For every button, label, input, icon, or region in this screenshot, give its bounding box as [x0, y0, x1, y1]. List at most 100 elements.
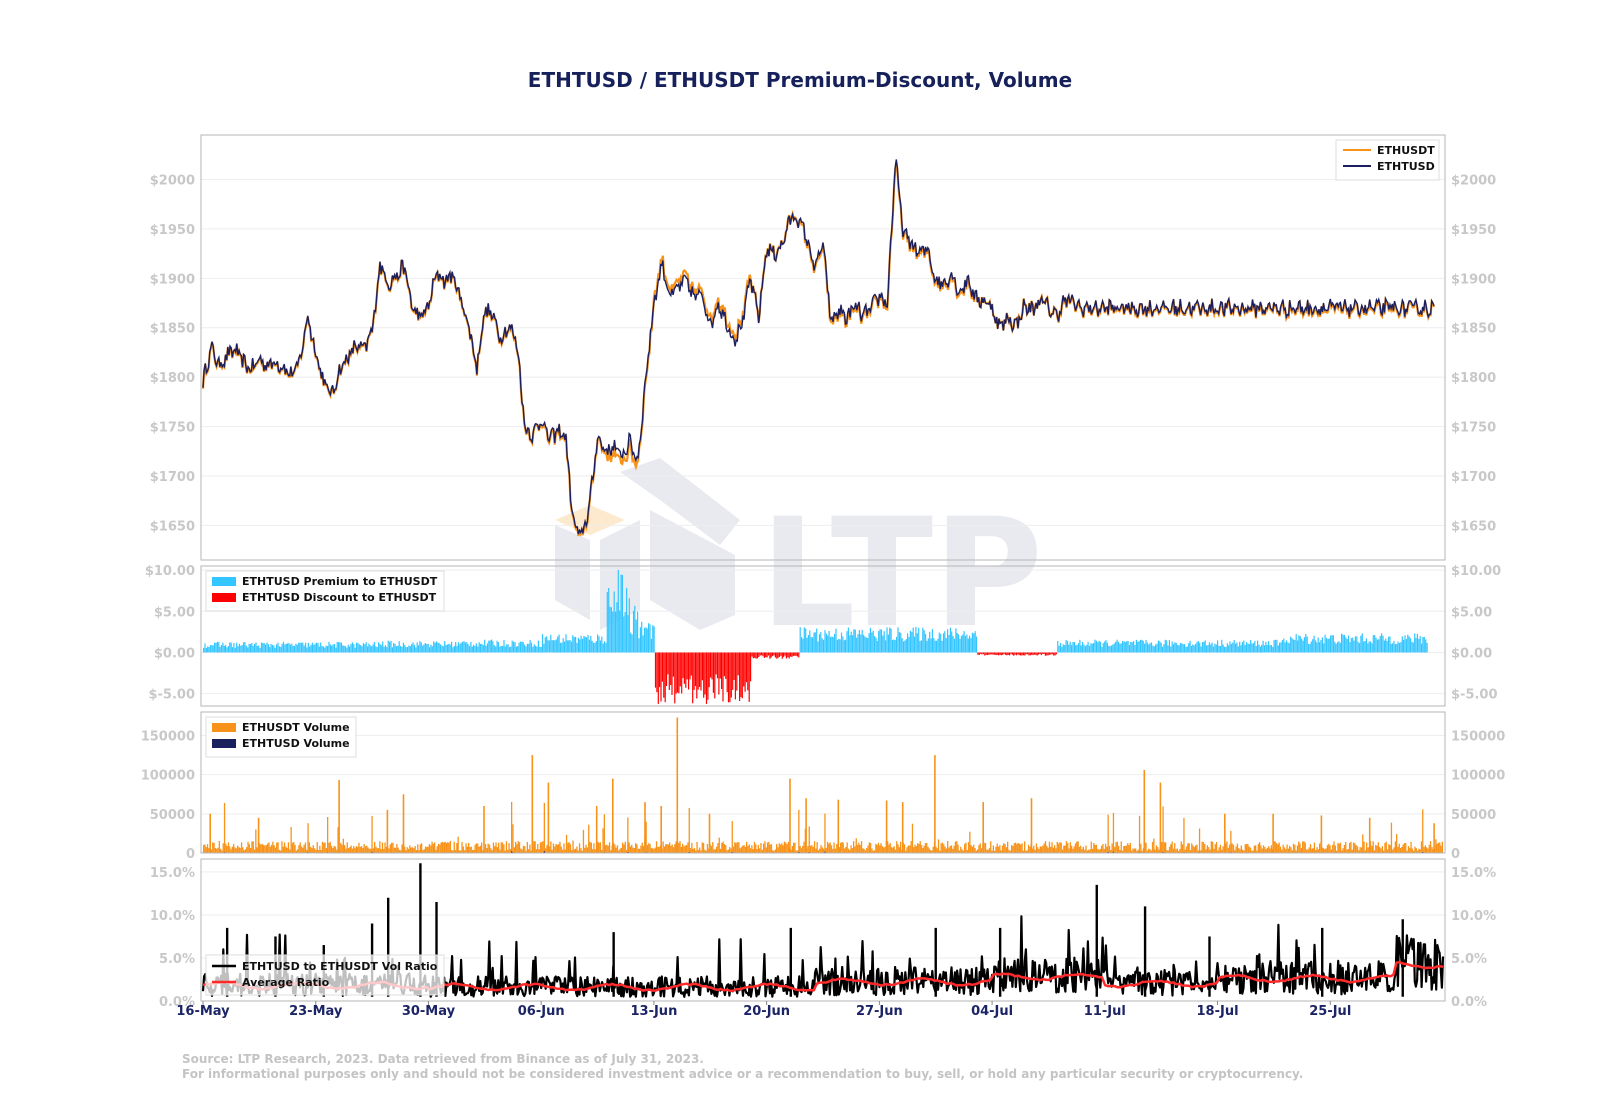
premium-bar [340, 642, 342, 653]
premium-bar [1219, 646, 1221, 653]
volume-bar-ethusdt [1321, 847, 1323, 853]
premium-bar [1175, 642, 1177, 653]
premium-bar [926, 640, 928, 653]
premium-bar [908, 637, 910, 653]
volume-bar-ethusdt [705, 850, 707, 853]
volume-bar-ethusdt [473, 849, 475, 853]
discount-bar [1055, 652, 1057, 655]
premium-bar [236, 642, 238, 653]
premium-bar [470, 641, 472, 653]
discount-bar [730, 652, 732, 698]
volume-bar-ethusdt [1341, 850, 1343, 853]
premium-bar [619, 610, 621, 653]
premium-bar [419, 641, 421, 653]
volume-bar-ethusdt [1195, 845, 1197, 853]
volume-bar-ethusdt [909, 845, 911, 853]
volume-bar-ethusdt [230, 849, 232, 853]
volume-bar-ethusdt [328, 842, 330, 853]
premium-bar [417, 645, 420, 653]
volume-bar-ethusdt [906, 847, 908, 853]
volume-bar-ethusdt [652, 848, 654, 853]
premium-bar [606, 591, 608, 653]
premium-bar [1200, 646, 1202, 653]
volume-bar-ethusdt [1304, 842, 1306, 853]
premium-bar [402, 642, 404, 653]
discount-bar [690, 652, 692, 676]
volume-bar-ethusdt [1188, 843, 1190, 853]
volume-bar-ethusdt [1248, 846, 1250, 853]
volume-bar-ethusdt [445, 842, 448, 853]
volume-bar-ethusdt [511, 802, 513, 853]
discount-bar [762, 652, 764, 657]
discount-bar [688, 652, 690, 690]
volume-bar-ethtusd [511, 851, 513, 853]
volume-bar-ethusdt [487, 843, 489, 853]
volume-bar-ethusdt [319, 845, 321, 853]
volume-bar-ethusdt [1174, 843, 1176, 853]
volume-bar-ethusdt [1093, 843, 1095, 853]
volume-bar-ethusdt [1287, 848, 1289, 853]
volume-bar-ethusdt [1047, 847, 1049, 853]
volume-bar-ethusdt [383, 848, 385, 853]
premium-bar [424, 643, 426, 653]
volume-bar-ethusdt [1345, 841, 1347, 853]
premium-bar [1122, 641, 1124, 653]
volume-bar-ethusdt [983, 842, 985, 853]
premium-bar [620, 574, 622, 653]
volume-bar-ethusdt [204, 844, 206, 853]
volume-bar-ethusdt [1052, 847, 1054, 853]
volume-bar-ethusdt [764, 841, 766, 853]
premium-bar [306, 647, 308, 653]
volume-bar-ethusdt [1044, 841, 1047, 853]
premium-bar [371, 646, 373, 653]
volume-bar-ethusdt [881, 846, 883, 853]
volume-bar-ethusdt [633, 848, 635, 853]
premium-bar [1060, 643, 1062, 653]
premium-bar [457, 642, 460, 653]
premium-bar [1334, 641, 1336, 653]
volume-bar-ethusdt [873, 850, 876, 853]
discount-bar [995, 652, 997, 656]
premium-bar [909, 630, 911, 653]
premium-bar [1385, 638, 1387, 653]
premium-bar [1113, 643, 1115, 653]
volume-bar-ethusdt [1103, 848, 1105, 853]
volume-bar-ethusdt [478, 846, 480, 853]
volume-spike [789, 778, 791, 853]
volume-bar-ethusdt [1119, 849, 1121, 853]
volume-bar-ethusdt [417, 844, 419, 853]
volume-bar-ethusdt [451, 850, 453, 853]
volume-bar-ethusdt [1180, 841, 1182, 853]
discount-bar [1053, 652, 1055, 656]
volume-bar-ethusdt [281, 841, 283, 853]
premium-bar [1091, 643, 1093, 653]
volume-bar-ethusdt [1379, 847, 1381, 853]
premium-bar [897, 627, 899, 653]
premium-bar [626, 587, 628, 653]
volume-bar-ethusdt [576, 846, 578, 853]
premium-bar [1405, 639, 1407, 653]
premium-bar [857, 634, 859, 653]
volume-bar-ethusdt [719, 848, 722, 853]
volume-bar-ethusdt [866, 848, 868, 853]
premium-bar [327, 646, 329, 653]
volume-bar-ethusdt [842, 842, 844, 853]
premium-bar [208, 646, 210, 653]
volume-bar-ethusdt [1099, 848, 1101, 853]
discount-bar [999, 652, 1001, 655]
premium-bar [278, 646, 280, 653]
volume-bar-ethusdt [872, 850, 874, 853]
premium-bar [1272, 646, 1274, 653]
volume-bar-ethusdt [492, 842, 495, 853]
premium-bar [955, 628, 957, 653]
volume-bar-ethtusd [824, 851, 826, 853]
xtick-label: 27-Jun [856, 1004, 903, 1019]
volume-bar-ethusdt [238, 846, 240, 853]
premium-bar [1237, 646, 1239, 653]
volume-bar-ethusdt [770, 844, 773, 853]
premium-bar [1057, 640, 1059, 653]
premium-bar [539, 646, 541, 653]
volume-bar-ethusdt [1308, 847, 1310, 853]
premium-bar [464, 642, 466, 653]
discount-bar [1047, 652, 1049, 656]
